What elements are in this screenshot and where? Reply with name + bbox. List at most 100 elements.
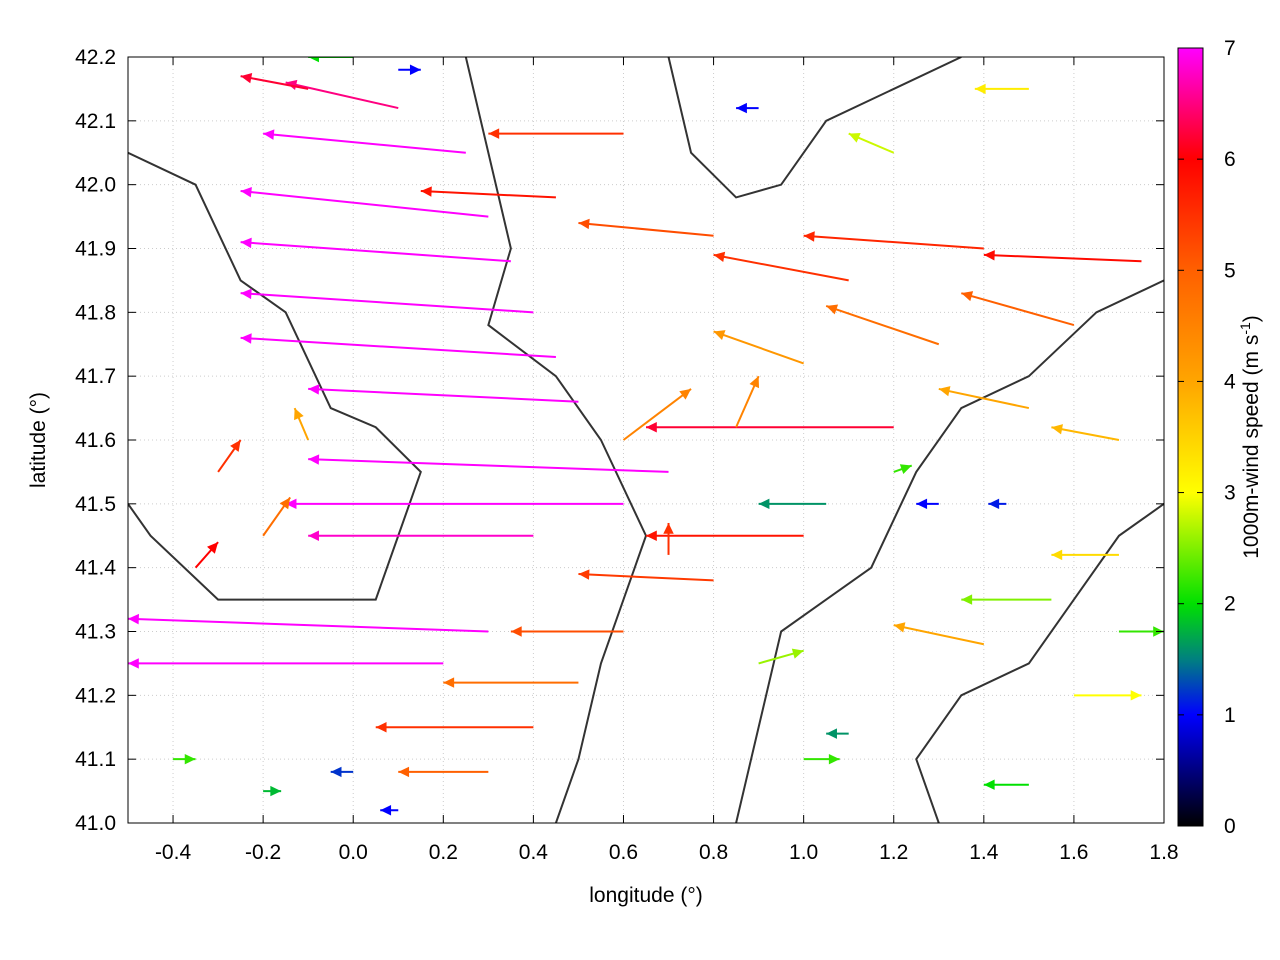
wind-vector-head [961,594,973,605]
colorbar-ticks: 0 1 2 3 4 5 6 7 [1178,37,1236,838]
wind-vector [961,292,1075,327]
wind-vector-head [713,251,726,263]
wind-vector [1051,426,1120,441]
x-tick-label: 1.2 [879,841,908,864]
wind-vector [240,336,556,359]
wind-vector-head [375,722,387,733]
wind-vector [285,81,399,110]
wind-vector [308,458,669,473]
colorbar-tick-label: 5 [1224,259,1236,282]
wind-vector-head [988,498,1000,510]
wind-vector-head [240,237,252,249]
contour-line [915,503,1164,823]
wind-vector-head [803,231,815,242]
y-tick-label: 42.0 [75,174,116,197]
wind-vector-head [308,384,320,395]
contour-line [128,151,422,601]
y-tick-label: 42.1 [75,110,116,133]
y-tick-label: 41.7 [75,365,116,388]
colorbar-label-end: ) [1240,315,1263,322]
wind-vector-head [578,569,590,580]
colorbar-tick-label: 1 [1224,704,1236,727]
colorbar-label: 1000m-wind speed (m s-1) [1237,315,1263,559]
wind-vector-head [380,805,392,816]
wind-vector-head [899,464,912,475]
wind-vector [578,221,714,237]
wind-vector-head [240,333,252,344]
wind-vector-head [736,102,747,114]
y-tick-label: 41.3 [75,621,116,644]
wind-vector [240,75,309,90]
wind-vector-head [961,291,974,302]
wind-vector [803,234,984,250]
wind-vector [240,190,489,218]
wind-vector-head [308,57,319,63]
y-axis: 41.0 41.1 41.2 41.3 41.4 41.5 41.6 41.7 41.8 41.9… [75,46,1164,835]
x-tick-label: 0.2 [429,841,458,864]
wind-vector-head [663,522,674,534]
wind-vector-head [330,766,342,778]
x-tick-label: 0.6 [609,841,638,864]
wind-vector-head [230,440,241,452]
wind-vector [308,387,579,403]
y-axis-label: latitude (°) [27,392,50,488]
wind-vector-head [308,454,320,465]
wind-vector-head [270,785,282,797]
wind-vector-head [791,648,804,659]
wind-vector-head [398,766,410,778]
y-tick-label: 41.0 [75,812,116,835]
wind-vector-head [443,677,455,688]
wind-vector-head [826,304,839,315]
contour-line [464,57,648,823]
wind-vector-head [240,288,252,300]
wind-vector [128,617,489,633]
wind-vector [983,253,1142,263]
contour-line [667,57,962,199]
wind-vector-head [679,388,692,400]
wind-vector [893,624,985,646]
y-tick-label: 41.5 [75,493,116,516]
wind-vector [622,388,692,441]
x-tick-label: 1.4 [969,841,999,864]
y-tick-label: 41.1 [75,748,116,771]
x-tick-label: 1.6 [1059,841,1088,864]
wind-vector-head [749,376,760,389]
wind-vector-head [974,83,986,95]
wind-vector [713,253,849,282]
colorbar-tick-label: 4 [1224,370,1236,393]
wind-vector-head [420,186,432,197]
colorbar-tick-label: 3 [1224,482,1236,505]
wind-vector-head [916,498,928,510]
wind-vector-head [308,530,319,541]
y-tick-label: 41.4 [75,557,116,580]
wind-vector [240,241,511,263]
wind-vector [420,190,556,199]
y-tick-label: 41.6 [75,429,116,452]
wind-vector-head [279,497,291,510]
y-tick-label: 42.2 [75,46,116,69]
wind-vector [938,387,1030,410]
wind-vector-head [646,530,657,541]
wind-vector-head [409,64,421,75]
wind-vector-head [294,408,304,421]
wind-vector-head [983,250,995,261]
wind-vector [713,330,804,365]
colorbar [1177,47,1204,827]
wind-vector-head [848,133,861,143]
wind-vector-head [758,498,770,510]
wind-vector-head [828,753,840,765]
x-tick-label: 0.0 [339,841,368,864]
wind-vector-head [285,498,297,510]
x-tick-label: 1.8 [1149,841,1178,864]
wind-vector-head [263,129,275,140]
vectors [128,57,1164,816]
colorbar-tick-label: 7 [1224,37,1236,60]
x-axis-label: longitude (°) [589,884,702,907]
wind-vector-head [240,73,253,84]
x-tick-label: 1.0 [789,841,818,864]
wind-vector-head [1051,549,1063,561]
wind-vector [240,292,534,314]
wind-vector-head [240,186,252,198]
wind-vector-head [646,422,657,433]
